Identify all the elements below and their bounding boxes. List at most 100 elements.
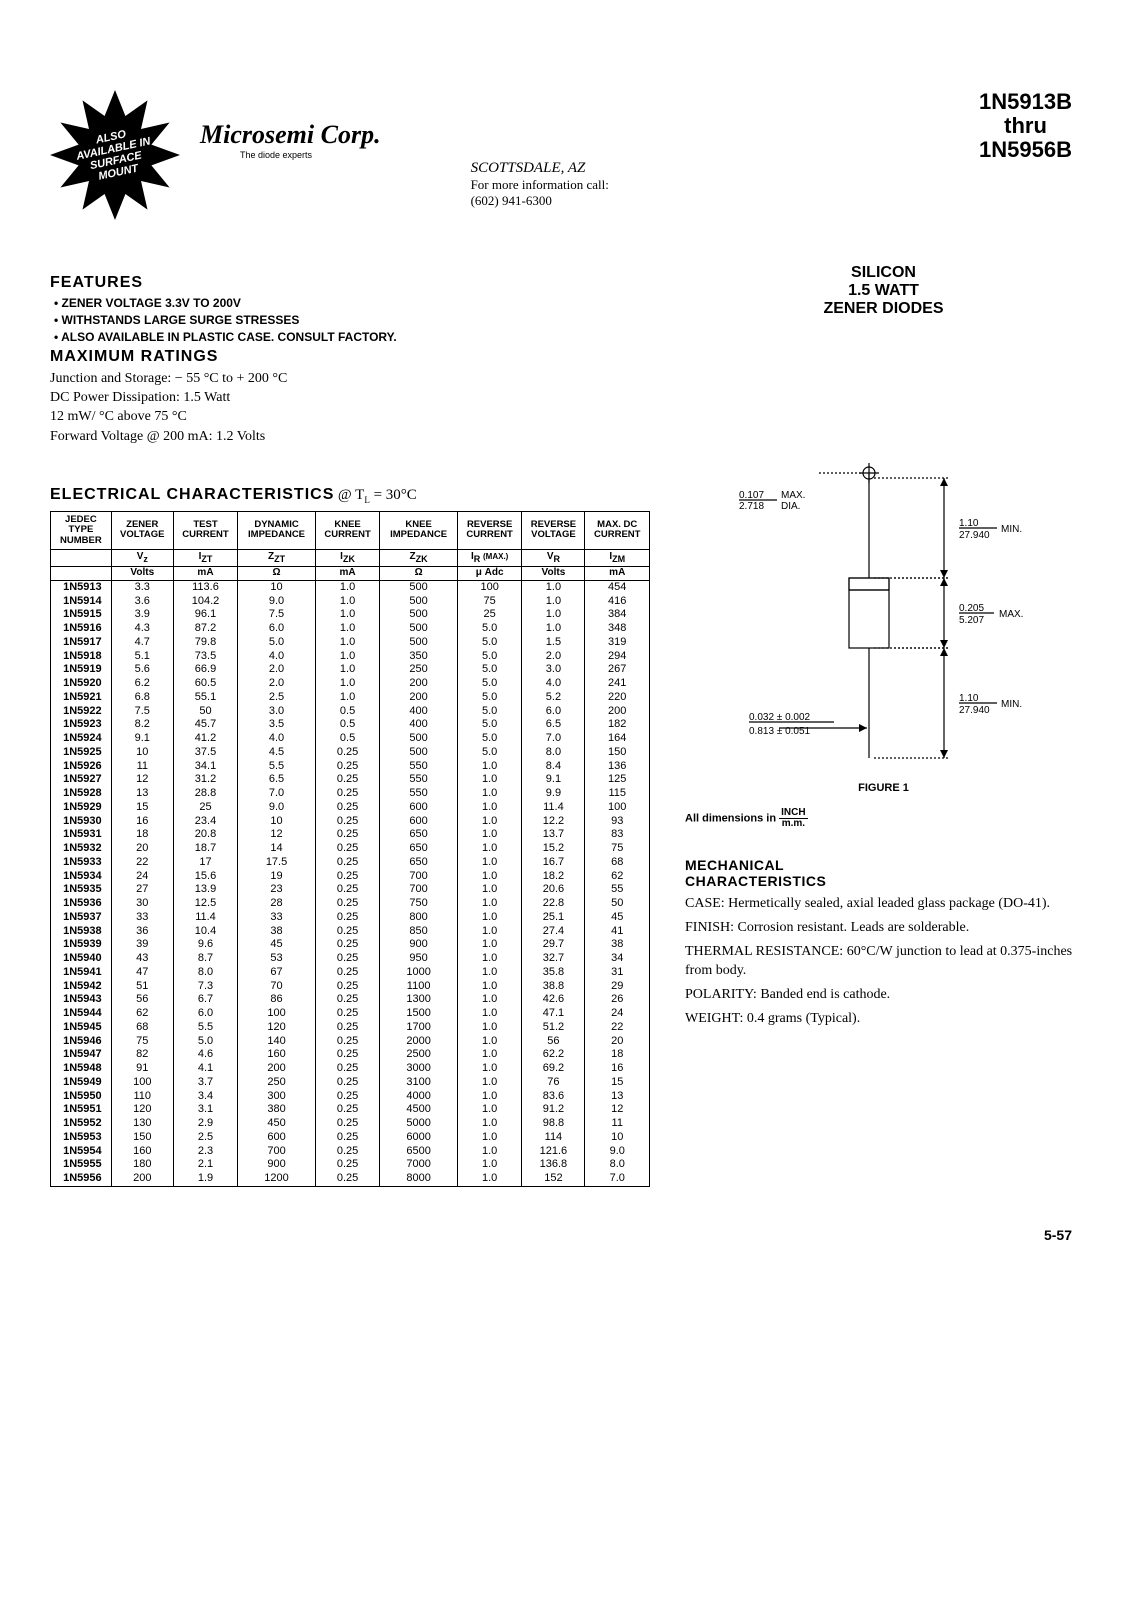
table-cell: 93: [585, 815, 650, 829]
table-cell: 1.0: [315, 608, 379, 622]
col-symbol: IZM: [585, 550, 650, 567]
table-cell: 1N5942: [51, 980, 112, 994]
table-cell: 1.0: [457, 760, 521, 774]
table-cell: 41.2: [173, 732, 237, 746]
table-cell: 1.0: [457, 911, 521, 925]
table-row: 1N59249.141.24.00.55005.07.0164: [51, 732, 650, 746]
table-cell: 1.0: [315, 650, 379, 664]
part-top: 1N5913B: [979, 90, 1072, 114]
max-ratings-title: MAXIMUM RATINGS: [50, 348, 650, 366]
table-cell: 2.5: [173, 1131, 237, 1145]
table-cell: 2500: [380, 1048, 458, 1062]
table-cell: 8.0: [522, 746, 585, 760]
table-cell: 27: [111, 883, 173, 897]
table-cell: 600: [380, 815, 458, 829]
table-cell: 28: [238, 897, 316, 911]
table-cell: 550: [380, 773, 458, 787]
table-row: 1N59511203.13800.2545001.091.212: [51, 1103, 650, 1117]
table-cell: 0.25: [315, 966, 379, 980]
table-cell: 1N5916: [51, 622, 112, 636]
table-cell: 9.6: [173, 938, 237, 952]
table-cell: 6.0: [173, 1007, 237, 1021]
svg-text:27.940: 27.940: [959, 530, 990, 541]
svg-text:MIN.: MIN.: [1001, 699, 1022, 710]
col-symbol: IZK: [315, 550, 379, 567]
table-cell: 100: [585, 801, 650, 815]
tagline: The diode experts: [200, 150, 381, 160]
table-cell: 700: [380, 870, 458, 884]
table-row: 1N59311820.8120.256501.013.783: [51, 828, 650, 842]
table-cell: 0.25: [315, 787, 379, 801]
table-cell: 3000: [380, 1062, 458, 1076]
table-cell: 1N5914: [51, 595, 112, 609]
table-cell: 1N5921: [51, 691, 112, 705]
table-cell: 0.25: [315, 1062, 379, 1076]
table-cell: 14: [238, 842, 316, 856]
table-cell: 950: [380, 952, 458, 966]
table-row: 1N59342415.6190.257001.018.262: [51, 870, 650, 884]
table-cell: 1N5939: [51, 938, 112, 952]
table-cell: 136: [585, 760, 650, 774]
table-cell: 3.6: [111, 595, 173, 609]
table-cell: 22.8: [522, 897, 585, 911]
table-cell: 1N5923: [51, 718, 112, 732]
table-cell: 56: [111, 993, 173, 1007]
table-cell: 6000: [380, 1131, 458, 1145]
table-cell: 125: [585, 773, 650, 787]
table-cell: 27.4: [522, 925, 585, 939]
table-cell: 1000: [380, 966, 458, 980]
table-cell: 6.2: [111, 677, 173, 691]
elec-table: JEDECTYPENUMBERZENERVOLTAGETESTCURRENTDY…: [50, 511, 650, 1187]
table-row: 1N59185.173.54.01.03505.02.0294: [51, 650, 650, 664]
svg-text:0.813 ± 0.051: 0.813 ± 0.051: [749, 726, 811, 737]
table-cell: 7.5: [111, 705, 173, 719]
table-cell: 5.0: [457, 636, 521, 650]
table-cell: 1.0: [315, 691, 379, 705]
table-cell: 1.0: [522, 622, 585, 636]
table-row: 1N59133.3113.6101.05001001.0454: [51, 580, 650, 594]
col-unit: mA: [315, 567, 379, 581]
table-cell: 50: [173, 705, 237, 719]
table-cell: 79.8: [173, 636, 237, 650]
table-cell: 66.9: [173, 663, 237, 677]
company-name: Microsemi Corp.: [200, 120, 381, 150]
table-cell: 200: [238, 1062, 316, 1076]
table-cell: 241: [585, 677, 650, 691]
table-cell: 1N5937: [51, 911, 112, 925]
table-cell: 91: [111, 1062, 173, 1076]
table-cell: 11.4: [522, 801, 585, 815]
table-cell: 500: [380, 595, 458, 609]
table-cell: 20.8: [173, 828, 237, 842]
col-header: REVERSECURRENT: [457, 511, 521, 549]
part-bot: 1N5956B: [979, 138, 1072, 162]
table-cell: 1N5943: [51, 993, 112, 1007]
table-cell: 38: [585, 938, 650, 952]
table-cell: 416: [585, 595, 650, 609]
table-cell: 9.0: [585, 1145, 650, 1159]
table-cell: 1N5918: [51, 650, 112, 664]
table-cell: 600: [238, 1131, 316, 1145]
table-cell: 1.0: [457, 925, 521, 939]
table-cell: 500: [380, 636, 458, 650]
table-cell: 45: [238, 938, 316, 952]
table-cell: 1N5928: [51, 787, 112, 801]
table-row: 1N59363012.5280.257501.022.850: [51, 897, 650, 911]
table-cell: 15.6: [173, 870, 237, 884]
table-cell: 1.0: [457, 1158, 521, 1172]
package-diagram: 0.1072.718 MAX.DIA. 1.10 27.940 MIN.: [719, 458, 1049, 778]
feature-item: ZENER VOLTAGE 3.3V TO 200V: [54, 296, 650, 310]
table-row: 1N59551802.19000.2570001.0136.88.0: [51, 1158, 650, 1172]
table-cell: 0.5: [315, 732, 379, 746]
table-cell: 5000: [380, 1117, 458, 1131]
table-cell: 1N5947: [51, 1048, 112, 1062]
table-row: 1N5933221717.50.256501.016.768: [51, 856, 650, 870]
table-cell: 220: [585, 691, 650, 705]
table-cell: 136.8: [522, 1158, 585, 1172]
table-cell: 1.0: [457, 993, 521, 1007]
table-cell: 5.0: [457, 677, 521, 691]
table-cell: 39: [111, 938, 173, 952]
table-cell: 0.25: [315, 746, 379, 760]
mech-line: WEIGHT: 0.4 grams (Typical).: [685, 1010, 1082, 1028]
table-cell: 6.5: [238, 773, 316, 787]
table-cell: 8.4: [522, 760, 585, 774]
